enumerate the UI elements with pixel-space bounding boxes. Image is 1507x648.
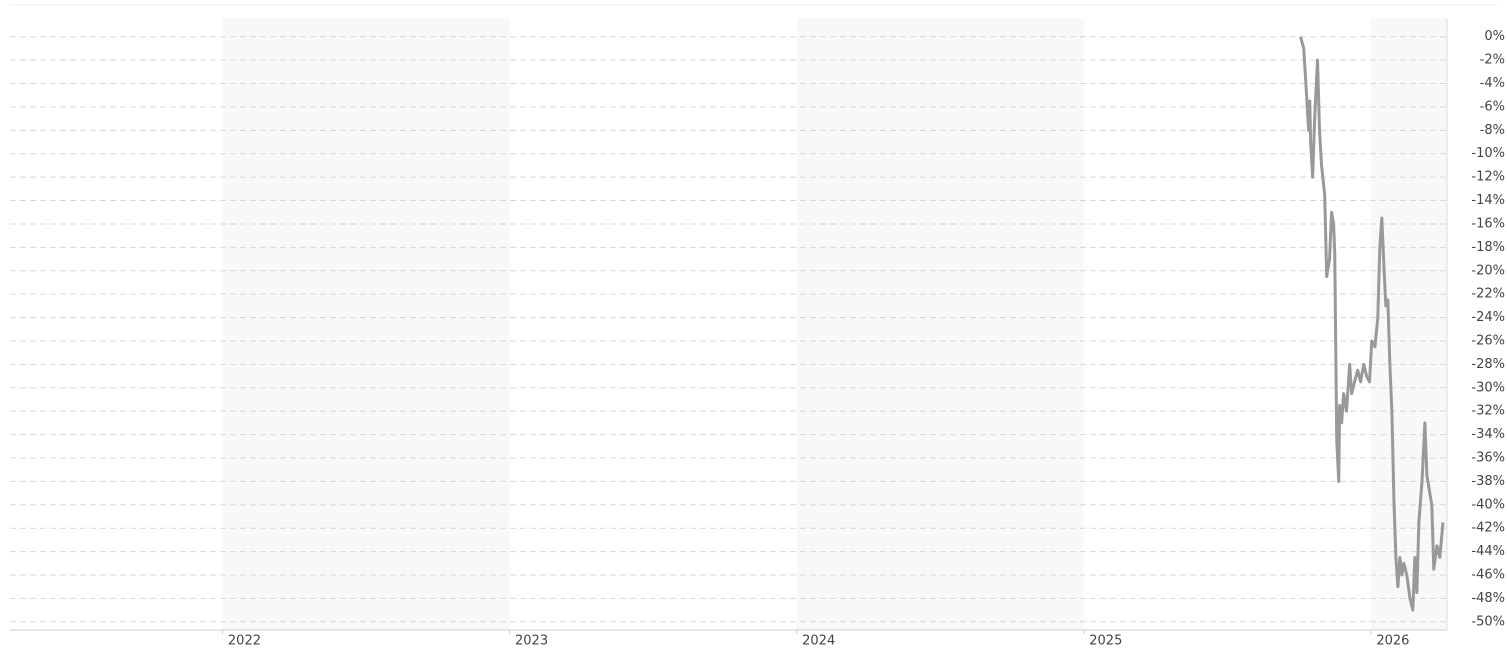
y-tick-label: -44% bbox=[1471, 544, 1505, 559]
y-tick-label: -2% bbox=[1480, 53, 1505, 68]
x-tick-label: 2026 bbox=[1376, 634, 1409, 648]
x-tick-label: 2022 bbox=[228, 634, 261, 648]
y-tick-label: -20% bbox=[1471, 263, 1505, 278]
x-tick-label: 2025 bbox=[1089, 634, 1122, 648]
y-tick-label: -24% bbox=[1471, 310, 1505, 325]
y-tick-label: -6% bbox=[1480, 99, 1505, 114]
y-tick-label: -18% bbox=[1471, 240, 1505, 255]
series-line bbox=[1299, 36, 1445, 612]
y-tick-label: -26% bbox=[1471, 333, 1505, 348]
x-tick-label: 2024 bbox=[802, 634, 835, 648]
y-tick-label: -34% bbox=[1471, 427, 1505, 442]
y-tick-label: -10% bbox=[1471, 146, 1505, 161]
y-tick-label: -8% bbox=[1480, 123, 1505, 138]
y-tick-label: -30% bbox=[1471, 380, 1505, 395]
y-tick-label: 0% bbox=[1484, 29, 1505, 44]
y-tick-label: -14% bbox=[1471, 193, 1505, 208]
y-tick-label: -28% bbox=[1471, 357, 1505, 372]
y-tick-label: -42% bbox=[1471, 521, 1505, 536]
y-tick-label: -38% bbox=[1471, 474, 1505, 489]
year-band bbox=[222, 18, 510, 630]
year-band bbox=[1370, 18, 1447, 630]
y-tick-label: -48% bbox=[1471, 591, 1505, 606]
y-tick-label: -36% bbox=[1471, 450, 1505, 465]
x-tick-label: 2023 bbox=[515, 634, 548, 648]
y-tick-label: -12% bbox=[1471, 170, 1505, 185]
y-tick-label: -46% bbox=[1471, 568, 1505, 583]
y-tick-label: -32% bbox=[1471, 404, 1505, 419]
y-tick-label: -40% bbox=[1471, 497, 1505, 512]
y-tick-label: -22% bbox=[1471, 287, 1505, 302]
y-tick-label: -50% bbox=[1471, 614, 1505, 629]
y-tick-label: -16% bbox=[1471, 216, 1505, 231]
y-tick-label: -4% bbox=[1480, 76, 1505, 91]
year-band bbox=[796, 18, 1084, 630]
